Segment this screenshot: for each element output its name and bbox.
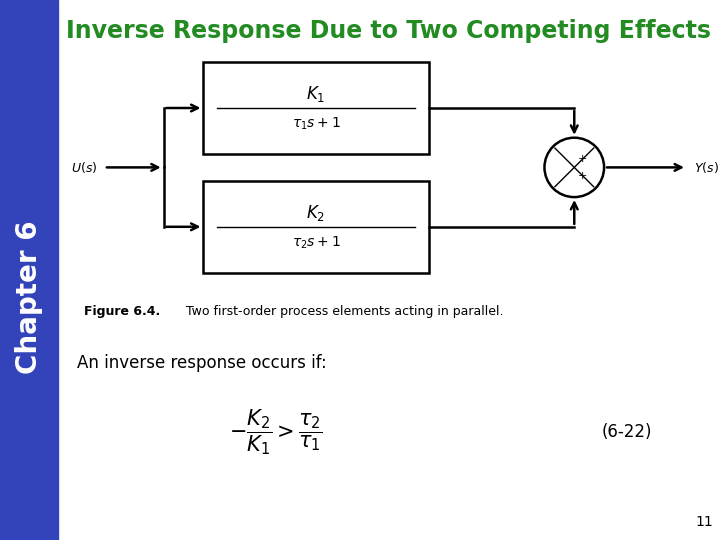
Text: $U(s)$: $U(s)$ (71, 160, 97, 175)
Text: Inverse Response Due to Two Competing Effects: Inverse Response Due to Two Competing Ef… (66, 19, 711, 43)
Bar (203, 62, 428, 154)
Text: 11: 11 (696, 515, 714, 529)
Text: +: + (577, 171, 587, 181)
Text: Chapter 6: Chapter 6 (15, 220, 42, 374)
Text: $\tau_2 s+1$: $\tau_2 s+1$ (292, 235, 341, 251)
Text: (6-22): (6-22) (602, 423, 652, 441)
Text: Figure 6.4.: Figure 6.4. (84, 305, 161, 318)
Text: $\tau_1 s+1$: $\tau_1 s+1$ (292, 116, 341, 132)
Text: An inverse response occurs if:: An inverse response occurs if: (78, 354, 327, 372)
Ellipse shape (544, 138, 604, 197)
Text: Two first-order process elements acting in parallel.: Two first-order process elements acting … (174, 305, 503, 318)
Text: $Y(s)$: $Y(s)$ (693, 160, 719, 175)
Text: $K_2$: $K_2$ (306, 203, 325, 224)
Text: $-\dfrac{K_2}{K_1} > \dfrac{\tau_2}{\tau_1}$: $-\dfrac{K_2}{K_1} > \dfrac{\tau_2}{\tau… (229, 407, 323, 457)
Bar (203, 181, 428, 273)
Text: $K_1$: $K_1$ (306, 84, 325, 105)
Text: +: + (577, 154, 587, 164)
